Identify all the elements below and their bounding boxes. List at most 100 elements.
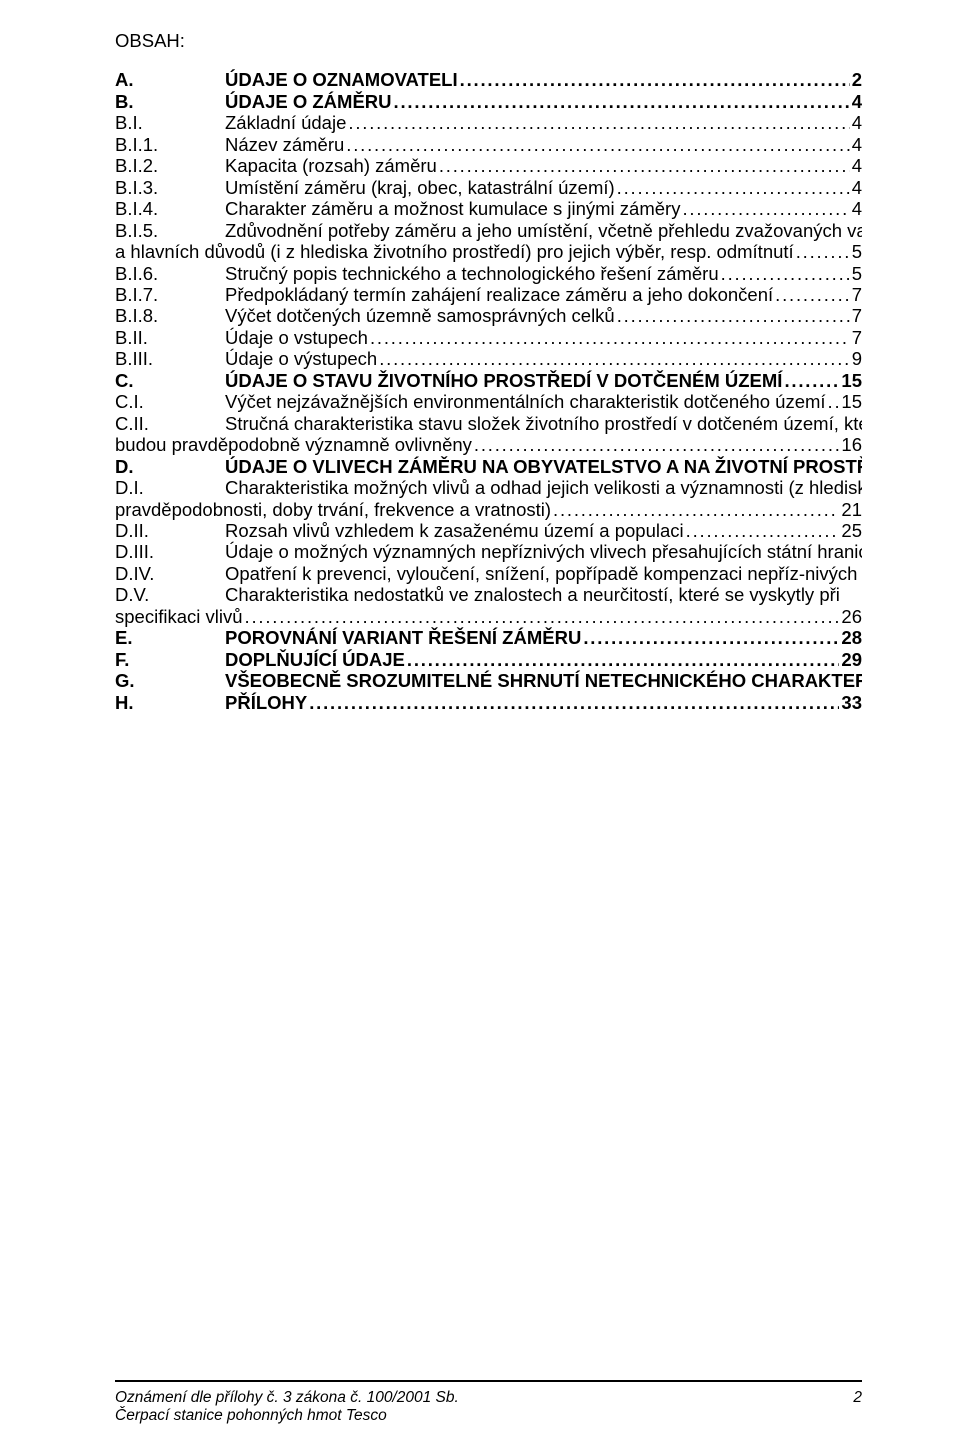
- toc-key: D.: [115, 456, 225, 477]
- toc-row: B.I.7.Předpokládaný termín zahájení real…: [115, 284, 862, 305]
- footer-line-1: Oznámení dle přílohy č. 3 zákona č. 100/…: [115, 1388, 862, 1407]
- toc-row: E.POROVNÁNÍ VARIANT ŘEŠENÍ ZÁMĚRU28: [115, 627, 862, 648]
- toc-leader: [348, 112, 849, 133]
- footer-page-number: 2: [853, 1388, 862, 1407]
- toc-row: D.III.Údaje o možných významných nepřízn…: [115, 541, 862, 562]
- toc-key: D.IV.: [115, 563, 225, 584]
- toc-row: B.I.3.Umístění záměru (kraj, obec, katas…: [115, 177, 862, 198]
- toc-row: B.II.Údaje o vstupech7: [115, 327, 862, 348]
- toc-title: Stručný popis technického a technologick…: [225, 263, 721, 284]
- toc-page: 15: [839, 391, 862, 412]
- toc-leader: [407, 649, 840, 670]
- table-of-contents: A.ÚDAJE O OZNAMOVATELI2B.ÚDAJE O ZÁMĚRU4…: [115, 69, 862, 713]
- toc-title: Charakteristika možných vlivů a odhad je…: [225, 477, 862, 498]
- toc-row: B.I.4.Charakter záměru a možnost kumulac…: [115, 198, 862, 219]
- footer-rule: [115, 1380, 862, 1382]
- toc-title: Kapacita (rozsah) záměru: [225, 155, 439, 176]
- toc-row: B.I.Základní údaje4: [115, 112, 862, 133]
- toc-entry-multiline: D.V.Charakteristika nedostatků ve znalos…: [115, 584, 862, 627]
- toc-title: PŘÍLOHY: [225, 692, 309, 713]
- toc-title: Výčet nejzávažnějších environmentálních …: [225, 391, 828, 412]
- toc-leader: [439, 155, 850, 176]
- toc-page: 16: [839, 434, 862, 455]
- toc-row: A.ÚDAJE O OZNAMOVATELI2: [115, 69, 862, 90]
- toc-key: B.I.: [115, 112, 225, 133]
- toc-row: C.I.Výčet nejzávažnějších environmentáln…: [115, 391, 862, 412]
- toc-leader: [828, 391, 840, 412]
- toc-entry-multiline: B.I.5.Zdůvodnění potřeby záměru a jeho u…: [115, 220, 862, 263]
- toc-leader: [245, 606, 840, 627]
- toc-leader: [394, 91, 850, 112]
- toc-row: B.I.5.Zdůvodnění potřeby záměru a jeho u…: [115, 220, 862, 241]
- toc-entry-multiline: C.II.Stručná charakteristika stavu slože…: [115, 413, 862, 456]
- toc-row: C.II.Stručná charakteristika stavu slože…: [115, 413, 862, 434]
- toc-key: C.: [115, 370, 225, 391]
- footer-left-2: Čerpací stanice pohonných hmot Tesco: [115, 1407, 862, 1425]
- toc-title: Předpokládaný termín zahájení realizace …: [225, 284, 775, 305]
- toc-page: 29: [839, 649, 862, 670]
- document-page: OBSAH: A.ÚDAJE O OZNAMOVATELI2B.ÚDAJE O …: [0, 0, 960, 1453]
- toc-leader: [309, 692, 839, 713]
- toc-page: 15: [839, 370, 862, 391]
- toc-page: 26: [839, 606, 862, 627]
- toc-title: Umístění záměru (kraj, obec, katastrální…: [225, 177, 617, 198]
- toc-title: DOPLŇUJÍCÍ ÚDAJE: [225, 649, 407, 670]
- toc-row: H.PŘÍLOHY33: [115, 692, 862, 713]
- toc-leader: [721, 263, 850, 284]
- toc-leader: [617, 305, 850, 326]
- toc-heading: OBSAH:: [115, 30, 862, 51]
- toc-key: H.: [115, 692, 225, 713]
- toc-key: B.I.8.: [115, 305, 225, 326]
- toc-key: D.III.: [115, 541, 225, 562]
- toc-row: D.II.Rozsah vlivů vzhledem k zasaženému …: [115, 520, 862, 541]
- toc-row: D.V.Charakteristika nedostatků ve znalos…: [115, 584, 862, 605]
- toc-key: C.I.: [115, 391, 225, 412]
- toc-key: B.I.1.: [115, 134, 225, 155]
- toc-row: B.ÚDAJE O ZÁMĚRU 4: [115, 91, 862, 112]
- toc-entry-multiline: D.I.Charakteristika možných vlivů a odha…: [115, 477, 862, 520]
- toc-page: 5: [850, 241, 862, 262]
- toc-page: 2: [850, 69, 862, 90]
- toc-key: B.I.2.: [115, 155, 225, 176]
- toc-key: G.: [115, 670, 225, 691]
- footer-left-1: Oznámení dle přílohy č. 3 zákona č. 100/…: [115, 1388, 459, 1407]
- toc-key: B.: [115, 91, 225, 112]
- toc-row: B.I.2.Kapacita (rozsah) záměru 4: [115, 155, 862, 176]
- toc-title: ÚDAJE O STAVU ŽIVOTNÍHO PROSTŘEDÍ V DOTČ…: [225, 370, 784, 391]
- toc-key: F.: [115, 649, 225, 670]
- toc-title: Údaje o vstupech: [225, 327, 370, 348]
- toc-leader: [346, 134, 849, 155]
- toc-page: 4: [850, 112, 862, 133]
- toc-row: D.ÚDAJE O VLIVECH ZÁMĚRU NA OBYVATELSTVO…: [115, 456, 862, 477]
- toc-key: E.: [115, 627, 225, 648]
- toc-page: 4: [850, 155, 862, 176]
- toc-page: 7: [850, 305, 862, 326]
- toc-page: 4: [850, 198, 862, 219]
- toc-leader: [460, 69, 850, 90]
- toc-title: Stručná charakteristika stavu složek živ…: [225, 413, 862, 434]
- toc-title: specifikaci vlivů: [115, 606, 245, 627]
- toc-page: 4: [850, 91, 862, 112]
- toc-page: 5: [850, 263, 862, 284]
- toc-row: B.I.1.Název záměru4: [115, 134, 862, 155]
- toc-key: D.V.: [115, 584, 225, 605]
- page-footer: Oznámení dle přílohy č. 3 zákona č. 100/…: [0, 1380, 960, 1425]
- toc-row-continuation: budou pravděpodobně významně ovlivněny 16: [115, 434, 862, 455]
- toc-leader: [775, 284, 850, 305]
- toc-title: budou pravděpodobně významně ovlivněny: [115, 434, 474, 455]
- toc-page: 7: [850, 284, 862, 305]
- toc-title: Údaje o výstupech: [225, 348, 379, 369]
- toc-leader: [583, 627, 839, 648]
- toc-title: VŠEOBECNĚ SROZUMITELNÉ SHRNUTÍ NETECHNIC…: [225, 670, 862, 691]
- toc-row: D.IV.Opatření k prevenci, vyloučení, sní…: [115, 563, 862, 584]
- toc-leader: [682, 198, 849, 219]
- toc-title: Zdůvodnění potřeby záměru a jeho umístěn…: [225, 220, 862, 241]
- toc-key: B.I.3.: [115, 177, 225, 198]
- toc-row: G.VŠEOBECNĚ SROZUMITELNÉ SHRNUTÍ NETECHN…: [115, 670, 862, 691]
- toc-title: ÚDAJE O ZÁMĚRU: [225, 91, 394, 112]
- toc-title: ÚDAJE O OZNAMOVATELI: [225, 69, 460, 90]
- toc-row-continuation: specifikaci vlivů 26: [115, 606, 862, 627]
- toc-key: B.I.6.: [115, 263, 225, 284]
- toc-row: F.DOPLŇUJÍCÍ ÚDAJE 29: [115, 649, 862, 670]
- toc-page: 21: [839, 499, 862, 520]
